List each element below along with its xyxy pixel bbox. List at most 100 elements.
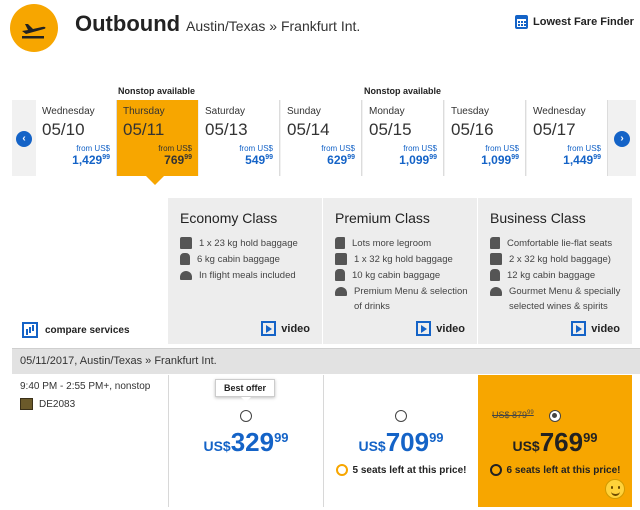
date: 05/11 xyxy=(123,120,165,139)
feature: Premium Menu & selection xyxy=(335,284,468,299)
from-label: from US$ xyxy=(567,144,601,153)
weekday: Thursday xyxy=(123,106,165,117)
class-name: Business Class xyxy=(490,210,586,226)
meal-icon xyxy=(180,271,192,280)
next-dates-button[interactable]: › xyxy=(614,131,630,147)
feature: of drinks xyxy=(354,301,390,312)
feature: 1 x 23 kg hold baggage xyxy=(180,236,298,251)
prev-dates-button[interactable]: ‹ xyxy=(16,131,32,147)
flight-date-route: 05/11/2017, Austin/Texas » Frankfurt Int… xyxy=(20,355,217,367)
old-price: US$ 87999 xyxy=(492,410,534,420)
airline-logo-icon xyxy=(20,398,33,410)
from-label: from US$ xyxy=(403,144,437,153)
cabin-bag-icon xyxy=(180,253,190,265)
fare-radio[interactable] xyxy=(395,410,407,422)
class-business: Business Class Comfortable lie-flat seat… xyxy=(478,198,632,344)
seats-left: 6 seats left at this price! xyxy=(478,464,632,476)
feature: Lots more legroom xyxy=(335,236,431,251)
route-label: Austin/Texas » Frankfurt Int. xyxy=(186,18,361,34)
date-tab-0516[interactable]: Tuesday 05/16 from US$ 1,09999 xyxy=(445,100,526,176)
date: 05/17 xyxy=(533,120,576,139)
play-icon xyxy=(416,321,432,336)
meal-icon xyxy=(335,287,347,296)
date-tab-0515[interactable]: Monday 05/15 from US$ 1,09999 xyxy=(363,100,444,176)
class-name: Premium Class xyxy=(335,210,430,226)
weekday: Wednesday xyxy=(42,106,95,117)
fare-premium[interactable]: US$70999 5 seats left at this price! xyxy=(323,375,477,507)
compare-services-link[interactable]: compare services xyxy=(22,322,130,338)
best-offer-badge: Best offer xyxy=(215,379,275,402)
date-price: 54999 xyxy=(245,153,273,167)
video-button-business[interactable]: video xyxy=(571,321,620,336)
airplane-takeoff-icon xyxy=(10,4,58,52)
feature: Gourmet Menu & specially xyxy=(490,284,620,299)
smiley-icon xyxy=(605,479,625,499)
nonstop-label-monday: Nonstop available xyxy=(364,86,442,96)
baggage-icon xyxy=(335,253,347,265)
video-button-economy[interactable]: video xyxy=(261,321,310,336)
weekday: Wednesday xyxy=(533,106,586,117)
date-price: 1,44999 xyxy=(563,153,601,167)
fare-business[interactable]: US$ 87999 US$76999 6 seats left at this … xyxy=(478,375,632,507)
feature: 10 kg cabin baggage xyxy=(335,268,440,283)
class-premium: Premium Class Lots more legroom 1 x 32 k… xyxy=(323,198,477,344)
seats-left: 5 seats left at this price! xyxy=(324,464,478,476)
feature: selected wines & spirits xyxy=(509,301,608,312)
date: 05/13 xyxy=(205,120,248,139)
date-tab-0513[interactable]: Saturday 05/13 from US$ 54999 xyxy=(199,100,280,176)
flight-row-header: 05/11/2017, Austin/Texas » Frankfurt Int… xyxy=(12,348,640,374)
date-tab-0517[interactable]: Wednesday 05/17 from US$ 1,44999 xyxy=(527,100,608,176)
date-tab-0511[interactable]: Thursday 05/11 from US$ 76999 xyxy=(117,100,198,176)
clock-icon xyxy=(335,464,348,476)
date: 05/16 xyxy=(451,120,494,139)
fare-price: US$70999 xyxy=(358,427,444,457)
date-tab-0510[interactable]: Wednesday 05/10 from US$ 1,42999 xyxy=(36,100,117,176)
calendar-icon xyxy=(515,15,528,29)
date-price: 1,09999 xyxy=(399,153,437,167)
meal-icon xyxy=(490,287,502,296)
baggage-icon xyxy=(490,253,502,265)
fare-economy[interactable]: Best offer US$32999 xyxy=(168,375,322,507)
date-price: 1,42999 xyxy=(72,153,110,167)
page-title: Outbound xyxy=(75,11,181,36)
fare-price: US$32999 xyxy=(203,427,289,457)
selected-date-pointer xyxy=(146,176,164,185)
play-icon xyxy=(261,321,277,336)
play-icon xyxy=(571,321,587,336)
class-economy: Economy Class 1 x 23 kg hold baggage 6 k… xyxy=(168,198,322,344)
date-price: 76999 xyxy=(164,153,192,167)
lowest-fare-finder-link[interactable]: Lowest Fare Finder xyxy=(515,15,634,29)
lowest-fare-finder-label: Lowest Fare Finder xyxy=(533,16,634,28)
class-name: Economy Class xyxy=(180,210,278,226)
weekday: Sunday xyxy=(287,106,321,117)
fare-radio[interactable] xyxy=(549,410,561,422)
weekday: Tuesday xyxy=(451,106,489,117)
baggage-icon xyxy=(180,237,192,249)
date-tab-0514[interactable]: Sunday 05/14 from US$ 62999 xyxy=(281,100,362,176)
nonstop-label-thursday: Nonstop available xyxy=(118,86,196,96)
chart-icon xyxy=(22,322,38,338)
from-label: from US$ xyxy=(76,144,110,153)
video-button-premium[interactable]: video xyxy=(416,321,465,336)
date: 05/15 xyxy=(369,120,412,139)
from-label: from US$ xyxy=(158,144,192,153)
page-header: Outbound Austin/Texas » Frankfurt Int. L… xyxy=(0,0,640,60)
date-price: 62999 xyxy=(327,153,355,167)
feature: 2 x 32 kg hold baggage) xyxy=(490,252,611,267)
seat-icon xyxy=(335,237,345,249)
flight-times: 9:40 PM - 2:55 PM+, nonstop xyxy=(20,381,151,392)
seat-icon xyxy=(490,237,500,249)
fare-radio[interactable] xyxy=(240,410,252,422)
fare-price: US$76999 xyxy=(512,427,598,457)
from-label: from US$ xyxy=(321,144,355,153)
date: 05/14 xyxy=(287,120,330,139)
from-label: from US$ xyxy=(239,144,273,153)
feature: 12 kg cabin baggage xyxy=(490,268,595,283)
date-price: 1,09999 xyxy=(481,153,519,167)
weekday: Monday xyxy=(369,106,405,117)
weekday: Saturday xyxy=(205,106,246,117)
from-label: from US$ xyxy=(485,144,519,153)
cabin-bag-icon xyxy=(490,269,500,281)
clock-icon xyxy=(489,464,502,476)
cabin-bag-icon xyxy=(335,269,345,281)
